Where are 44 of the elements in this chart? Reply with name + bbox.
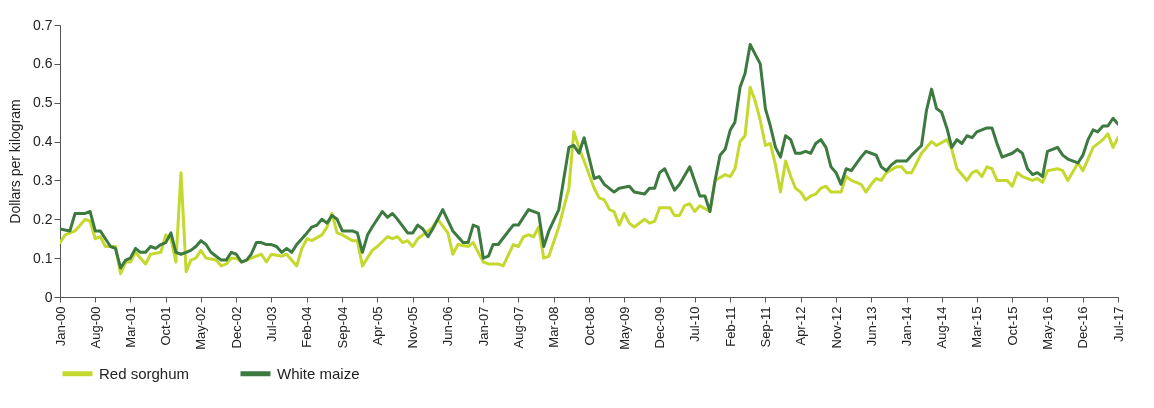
y-tick-label: 0.6 xyxy=(33,55,53,72)
x-tick-label: Oct-01 xyxy=(158,306,174,346)
x-tick-label: Dec-09 xyxy=(652,306,668,349)
y-tick-label: 0.7 xyxy=(33,16,53,33)
x-tick-label: May-16 xyxy=(1039,306,1055,350)
x-tick-label: Nov-05 xyxy=(405,306,421,349)
x-tick-label: May-09 xyxy=(616,306,632,350)
x-tick-label: Apr-12 xyxy=(793,306,809,346)
x-tick-label: Aug-14 xyxy=(934,306,950,349)
x-tick-label: May-02 xyxy=(193,306,209,350)
x-tick-label: Sep-04 xyxy=(334,306,350,349)
legend-label: White maize xyxy=(277,364,360,382)
x-tick-label: Jul-17 xyxy=(1110,306,1126,342)
legend-label: Red sorghum xyxy=(99,364,190,382)
y-tick-label: 0.4 xyxy=(33,133,53,150)
x-tick-label: Feb-04 xyxy=(299,306,315,348)
x-tick-label: Oct-15 xyxy=(1004,306,1020,346)
y-tick-label: 0.5 xyxy=(33,94,53,111)
y-tick-label: 0.3 xyxy=(33,171,53,188)
y-tick-label: 0.1 xyxy=(33,249,53,266)
x-tick-label: Jan-14 xyxy=(899,306,915,347)
x-tick-label: Jul-03 xyxy=(263,306,279,342)
y-tick-label: 0.2 xyxy=(33,210,53,227)
line-series xyxy=(60,42,1118,270)
x-tick-label: Mar-15 xyxy=(969,306,985,348)
x-tick-label: Jun-13 xyxy=(863,306,879,347)
x-tick-label: Feb-11 xyxy=(722,306,738,347)
x-tick-label: Mar-08 xyxy=(546,306,562,348)
x-tick-label: Aug-07 xyxy=(510,306,526,349)
y-axis-title: Dollars per kilogram xyxy=(7,99,24,224)
x-tick-label: Dec-16 xyxy=(1075,306,1091,349)
x-tick-label: Oct-08 xyxy=(581,306,597,346)
y-tick-label: 0 xyxy=(44,288,53,305)
x-tick-label: Jan-07 xyxy=(475,306,491,347)
x-tick-label: Mar-01 xyxy=(122,306,138,348)
x-tick-label: Jun-06 xyxy=(440,306,456,347)
x-tick-label: Dec-02 xyxy=(228,306,244,349)
x-tick-label: Aug-00 xyxy=(87,306,103,349)
line-series xyxy=(60,85,1118,276)
x-tick-label: Jan-00 xyxy=(52,306,68,347)
x-tick-label: Jul-10 xyxy=(687,306,703,342)
x-tick-label: Nov-12 xyxy=(828,306,844,349)
x-tick-label: Apr-05 xyxy=(369,306,385,346)
x-tick-label: Sep-11 xyxy=(757,306,773,348)
